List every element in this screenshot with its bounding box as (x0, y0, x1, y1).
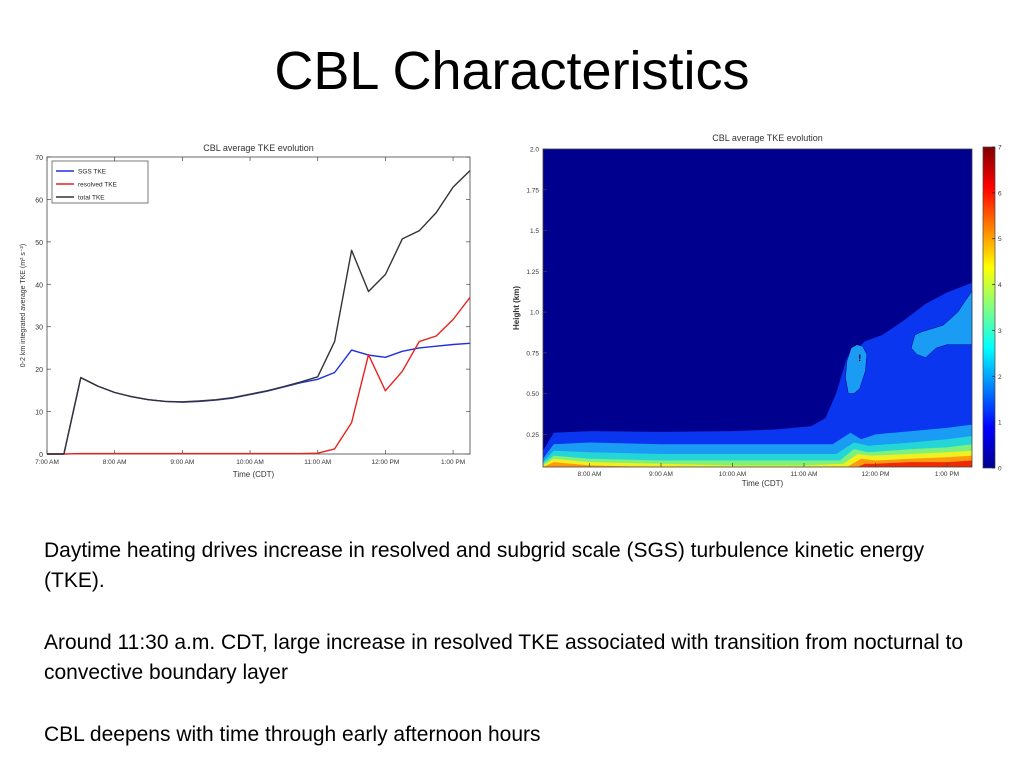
slide-body: Daytime heating drives increase in resol… (44, 536, 984, 782)
x-tick-label: 11:00 AM (304, 459, 331, 466)
tke-contour-chart: CBL average TKE evolution! 0.25 0.50 0.75 1.… (512, 133, 1002, 488)
y-tick-label: 60 (35, 197, 43, 204)
y-tick-label: 0.50 (526, 391, 539, 398)
x-tick-label: 10:00 AM (236, 459, 263, 466)
y-tick-label: 20 (35, 367, 43, 374)
contour-band-level-7 (857, 460, 972, 467)
colorbar-tick-label: 5 (998, 236, 1002, 243)
paragraph-tke-increase: Daytime heating drives increase in resol… (44, 539, 925, 592)
plot-frame (542, 148, 973, 468)
y-tick-label: 10 (35, 410, 43, 417)
x-tick-label: 10:00 AM (719, 471, 746, 478)
y-tick-label: 0.75 (526, 350, 539, 357)
legend-box (51, 160, 149, 204)
colorbar (982, 146, 996, 469)
y-tick-label: 1.75 (526, 187, 539, 194)
colorbar-tick-label: 4 (998, 282, 1002, 289)
slide-title: CBL Characteristics (274, 41, 750, 101)
y-tick-label: 0.25 (526, 432, 539, 439)
x-tick-label: 1:00 PM (935, 471, 959, 478)
y-tick-label: 70 (35, 155, 43, 162)
colorbar-tick-label: 0 (998, 466, 1002, 473)
y-tick-label: 2.0 (530, 147, 539, 154)
contour-band-level-1 (543, 282, 972, 467)
y-axis-label: 0-2 km integrated average TKE (m² s⁻²) (20, 244, 27, 367)
chart-title: CBL average TKE evolution (712, 133, 823, 143)
y-tick-label: 1.0 (530, 310, 539, 317)
x-tick-label: 9:00 AM (170, 459, 194, 466)
tke-line-chart: CBL average TKE evolution 0 10 20 30 40 50 60 70… (20, 143, 471, 479)
x-tick-label: 7:00 AM (35, 459, 59, 466)
x-tick-label: 9:00 AM (649, 471, 673, 478)
x-tick-label: 12:00 PM (862, 471, 890, 478)
legend-label: SGS TKE (78, 169, 107, 176)
x-tick-label: 12:00 PM (371, 459, 399, 466)
x-tick-label: 1:00 PM (441, 459, 465, 466)
x-axis-label: Time (CDT) (742, 479, 784, 488)
contour-patch-level-2 (845, 344, 868, 394)
contour-annotation-mark: ! (858, 353, 861, 363)
x-tick-label: 8:00 AM (103, 459, 127, 466)
x-axis-label: Time (CDT) (233, 470, 275, 479)
chart-title: CBL average TKE evolution (203, 143, 314, 153)
y-tick-label: 1.25 (526, 269, 539, 276)
x-tick-label: 11:00 AM (790, 471, 817, 478)
paragraph-transition: Around 11:30 a.m. CDT, large increase in… (44, 631, 964, 684)
y-tick-label: 40 (35, 282, 43, 289)
y-tick-label: 1.5 (530, 228, 539, 235)
y-tick-label: 50 (35, 240, 43, 247)
plot-area (46, 156, 471, 455)
legend-label: total TKE (78, 195, 105, 202)
series-line-resolved-tke (47, 296, 471, 455)
colorbar-tick-label: 2 (998, 374, 1002, 381)
series-line-total-tke (47, 170, 471, 455)
legend-label: resolved TKE (78, 182, 118, 189)
y-tick-label: 30 (35, 325, 43, 332)
colorbar-tick-label: 7 (998, 145, 1002, 152)
y-axis-label: Height (km) (512, 286, 521, 330)
colorbar-tick-label: 6 (998, 190, 1002, 197)
y-tick-label: 0 (39, 452, 43, 459)
colorbar-tick-label: 1 (998, 420, 1002, 427)
colorbar-tick-label: 3 (998, 328, 1002, 335)
x-tick-label: 8:00 AM (578, 471, 602, 478)
paragraph-cbl-deepens: CBL deepens with time through early afte… (44, 723, 541, 746)
